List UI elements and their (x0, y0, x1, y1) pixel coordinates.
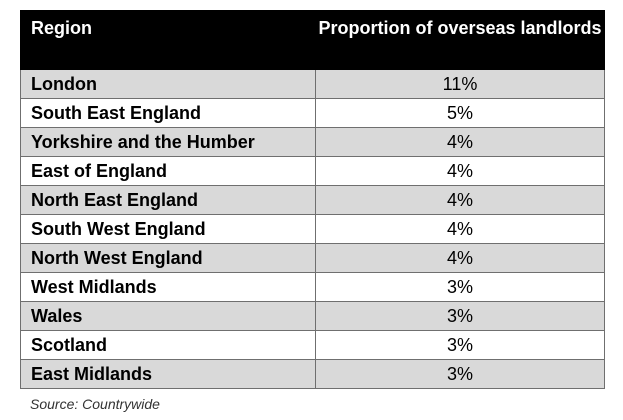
column-header-proportion: Proportion of overseas landlords (315, 10, 605, 70)
region-cell: Wales (20, 301, 316, 331)
proportion-cell: 4% (315, 127, 605, 157)
column-header-region: Region (20, 10, 316, 70)
region-cell: Yorkshire and the Humber (20, 127, 316, 157)
region-cell: North East England (20, 185, 316, 215)
proportion-cell: 5% (315, 98, 605, 128)
region-cell: North West England (20, 243, 316, 273)
table-row: London 11% (20, 69, 605, 99)
proportion-cell: 4% (315, 156, 605, 186)
table-row: Yorkshire and the Humber 4% (20, 127, 605, 157)
proportion-cell: 3% (315, 272, 605, 302)
region-cell: South West England (20, 214, 316, 244)
data-table-container: Region Proportion of overseas landlords … (20, 10, 605, 389)
table-row: Scotland 3% (20, 330, 605, 360)
region-cell: London (20, 69, 316, 99)
proportion-cell: 3% (315, 330, 605, 360)
table-row: West Midlands 3% (20, 272, 605, 302)
region-cell: South East England (20, 98, 316, 128)
proportion-cell: 4% (315, 214, 605, 244)
proportion-cell: 3% (315, 359, 605, 389)
proportion-cell: 3% (315, 301, 605, 331)
table-header-row: Region Proportion of overseas landlords (20, 10, 605, 70)
overseas-landlords-table: Region Proportion of overseas landlords … (20, 10, 605, 389)
proportion-cell: 4% (315, 185, 605, 215)
proportion-cell: 11% (315, 69, 605, 99)
region-cell: Scotland (20, 330, 316, 360)
region-cell: West Midlands (20, 272, 316, 302)
table-row: South West England 4% (20, 214, 605, 244)
table-row: East of England 4% (20, 156, 605, 186)
table-row: South East England 5% (20, 98, 605, 128)
table-body: London 11% South East England 5% Yorkshi… (20, 69, 605, 389)
table-row: North West England 4% (20, 243, 605, 273)
source-note: Source: Countrywide (30, 396, 160, 412)
region-cell: East Midlands (20, 359, 316, 389)
region-cell: East of England (20, 156, 316, 186)
table-row: North East England 4% (20, 185, 605, 215)
table-row: Wales 3% (20, 301, 605, 331)
proportion-cell: 4% (315, 243, 605, 273)
table-row: East Midlands 3% (20, 359, 605, 389)
